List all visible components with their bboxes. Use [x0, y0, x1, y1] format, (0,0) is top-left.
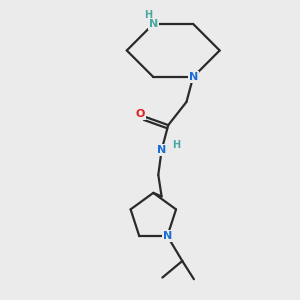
Text: N: N	[188, 72, 198, 82]
Text: N: N	[157, 145, 166, 155]
Text: N: N	[149, 19, 158, 29]
Text: O: O	[135, 109, 145, 119]
Text: H: H	[144, 10, 152, 20]
Text: H: H	[172, 140, 181, 150]
Text: N: N	[163, 231, 172, 241]
